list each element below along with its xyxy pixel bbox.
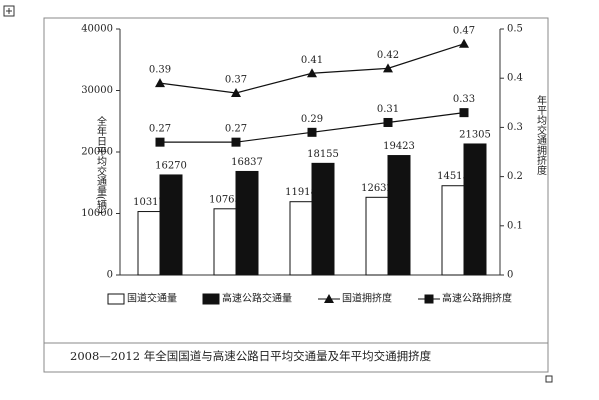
line-marker [307, 68, 317, 78]
line-value-label: 0.47 [453, 25, 475, 36]
bar [441, 185, 465, 276]
bar [387, 155, 411, 276]
y2-tick-label: 0.4 [507, 73, 523, 84]
legend-swatch [107, 293, 125, 305]
bar [213, 208, 237, 276]
y-tick-label: 0 [107, 270, 113, 281]
bar-value-label: 16270 [155, 160, 187, 171]
y-tick-label: 30000 [81, 85, 113, 96]
y2-tick-label: 0.5 [507, 24, 523, 35]
bar [289, 201, 313, 276]
line-value-label: 0.29 [301, 114, 323, 125]
bar [137, 211, 161, 276]
resize-handle[interactable] [545, 375, 553, 383]
legend-label: 高速公路拥挤度 [442, 292, 512, 305]
line-value-label: 0.31 [377, 104, 399, 115]
line-marker [155, 137, 165, 147]
bar [311, 162, 335, 276]
line-marker [459, 108, 469, 118]
line-value-label: 0.42 [377, 50, 399, 61]
line-value-label: 0.27 [149, 124, 171, 135]
y2-tick-label: 0.3 [507, 122, 523, 133]
legend-label: 国道交通量 [127, 292, 177, 305]
bar-value-label: 18155 [307, 149, 339, 160]
legend-marker [324, 294, 334, 303]
line-marker [459, 38, 469, 48]
line-marker [155, 78, 165, 88]
line-marker [231, 87, 241, 97]
line-value-label: 0.39 [149, 65, 171, 76]
y-tick-label: 20000 [81, 147, 113, 158]
bar-value-label: 14515 [437, 171, 469, 182]
y-tick-label: 10000 [81, 208, 113, 219]
y2-tick-label: 0.1 [507, 220, 523, 231]
bar [159, 174, 183, 276]
bar-value-label: 10765 [209, 194, 241, 205]
bar-value-label: 10317 [133, 197, 165, 208]
line-value-label: 0.33 [453, 94, 475, 105]
y-axis-label: 全年日平均交通量(辆) [95, 115, 107, 214]
line-marker [231, 137, 241, 147]
bar [365, 196, 389, 276]
move-handle-icon [6, 8, 12, 14]
line-marker [383, 63, 393, 73]
bar-value-label: 21305 [459, 129, 491, 140]
line-marker [307, 127, 317, 137]
y2-tick-label: 0.2 [507, 171, 523, 182]
move-handle[interactable] [3, 5, 15, 17]
line-marker [383, 117, 393, 127]
bar-value-label: 19423 [383, 141, 415, 152]
y2-tick-label: 0 [507, 270, 513, 281]
line-value-label: 0.37 [225, 74, 247, 85]
y-tick-label: 40000 [81, 24, 113, 35]
bar-value-label: 12632 [361, 183, 393, 194]
bar [235, 170, 259, 276]
bar-value-label: 11918 [285, 187, 317, 198]
line-value-label: 0.41 [301, 55, 323, 66]
bar-value-label: 16837 [231, 157, 263, 168]
y2-axis-label: 年平均交通拥挤度 [535, 94, 547, 176]
legend-swatch [202, 293, 220, 305]
legend-label: 高速公路交通量 [222, 292, 292, 305]
table-frame [43, 17, 549, 373]
legend-marker [424, 294, 434, 304]
bar [463, 143, 487, 276]
caption: 2008—2012 年全国国道与高速公路日平均交通量及年平均交通拥挤度 [70, 349, 432, 363]
legend-label: 国道拥挤度 [342, 292, 392, 305]
line-value-label: 0.27 [225, 124, 247, 135]
